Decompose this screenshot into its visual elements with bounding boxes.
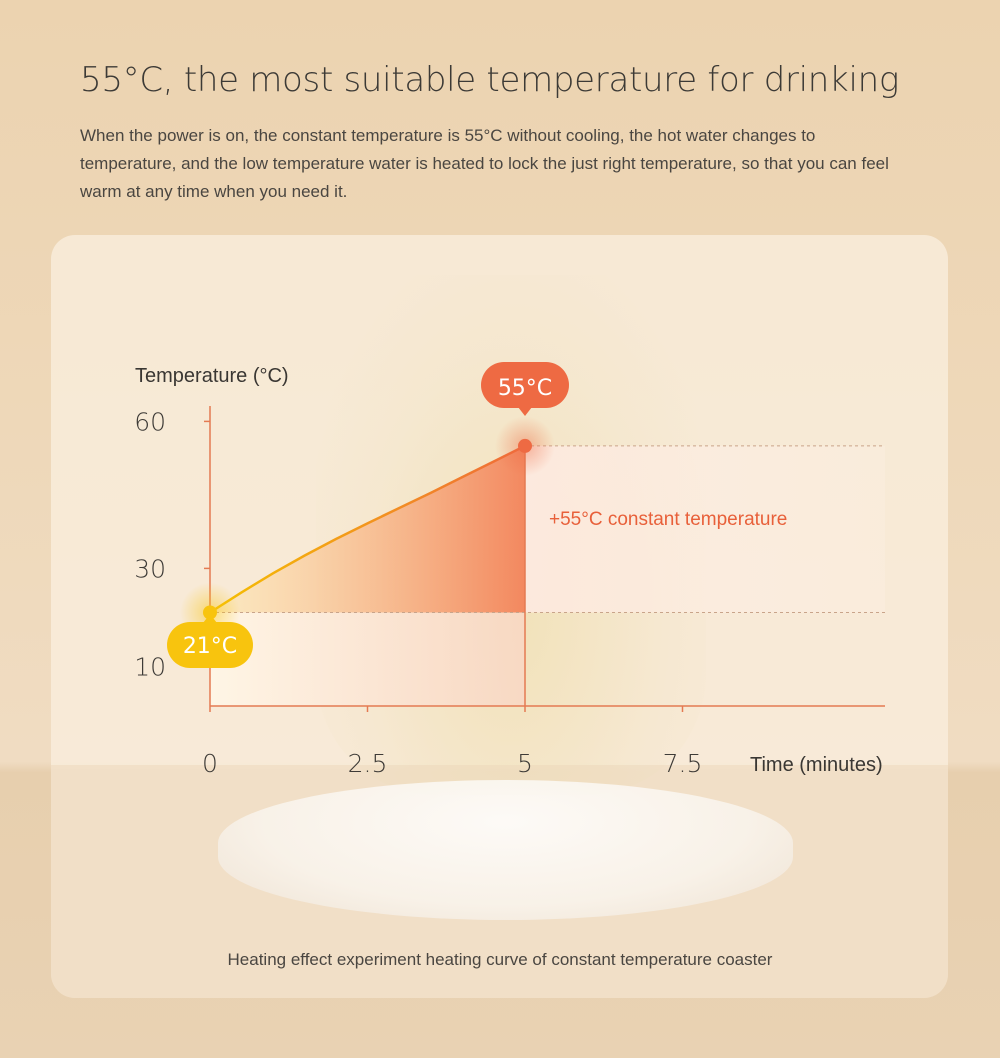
start-badge-pointer: [203, 614, 217, 623]
low-temperature-band: [210, 612, 525, 706]
x-tick-label-7.5: 7.5: [663, 749, 703, 778]
peak-badge: [481, 362, 569, 408]
x-tick-label-2.5: 2.5: [348, 749, 388, 778]
heated-area: [210, 445, 525, 613]
y-tick-label-10: 10: [134, 652, 166, 681]
y-tick-label-30: 30: [134, 554, 166, 583]
headline: 55°C, the most suitable temperature for …: [80, 60, 899, 100]
coaster-backdrop: [218, 780, 793, 920]
constant-temperature-annotation: +55°C constant temperature: [549, 509, 787, 530]
start-badge: [167, 622, 253, 668]
x-tick-label-5: 5: [517, 749, 533, 778]
peak-point: [518, 438, 532, 453]
x-axis-title: Time (minutes): [750, 754, 883, 776]
peak-badge-label: 55°C: [498, 376, 552, 401]
constant-temperature-band: [525, 445, 885, 613]
heating-curve: [208, 444, 527, 614]
start-badge-label: 21°C: [183, 634, 237, 659]
y-tick-label-60: 60: [134, 407, 166, 436]
peak-badge-pointer: [518, 407, 532, 416]
description: When the power is on, the constant tempe…: [80, 126, 889, 201]
y-axis-title: Temperature (°C): [135, 365, 289, 387]
chart-caption: Heating effect experiment heating curve …: [227, 950, 773, 969]
x-tick-label-0: 0: [202, 749, 218, 778]
start-point: [203, 605, 217, 620]
